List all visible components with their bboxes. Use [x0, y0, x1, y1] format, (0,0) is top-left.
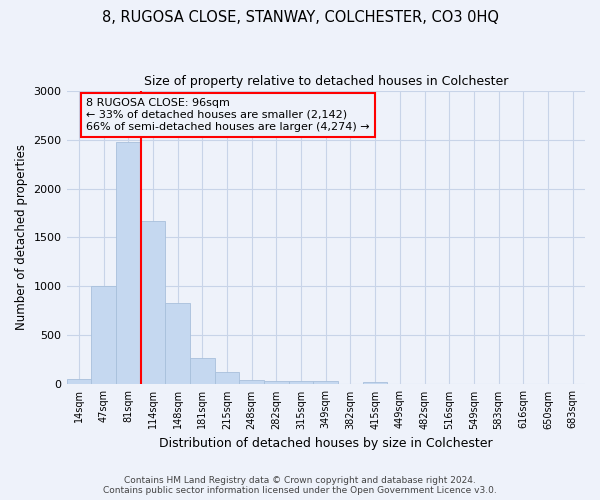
Y-axis label: Number of detached properties: Number of detached properties — [15, 144, 28, 330]
Bar — [239, 380, 264, 384]
Bar — [140, 221, 165, 384]
Bar — [289, 380, 313, 384]
Bar — [363, 382, 388, 384]
Bar — [313, 381, 338, 384]
Text: Contains HM Land Registry data © Crown copyright and database right 2024.
Contai: Contains HM Land Registry data © Crown c… — [103, 476, 497, 495]
Bar — [116, 142, 140, 384]
Bar — [67, 379, 91, 384]
Bar — [215, 372, 239, 384]
Bar — [190, 358, 215, 384]
Title: Size of property relative to detached houses in Colchester: Size of property relative to detached ho… — [143, 75, 508, 88]
Text: 8, RUGOSA CLOSE, STANWAY, COLCHESTER, CO3 0HQ: 8, RUGOSA CLOSE, STANWAY, COLCHESTER, CO… — [101, 10, 499, 25]
Bar — [264, 380, 289, 384]
Bar — [91, 286, 116, 384]
X-axis label: Distribution of detached houses by size in Colchester: Distribution of detached houses by size … — [159, 437, 493, 450]
Text: 8 RUGOSA CLOSE: 96sqm
← 33% of detached houses are smaller (2,142)
66% of semi-d: 8 RUGOSA CLOSE: 96sqm ← 33% of detached … — [86, 98, 370, 132]
Bar — [165, 303, 190, 384]
